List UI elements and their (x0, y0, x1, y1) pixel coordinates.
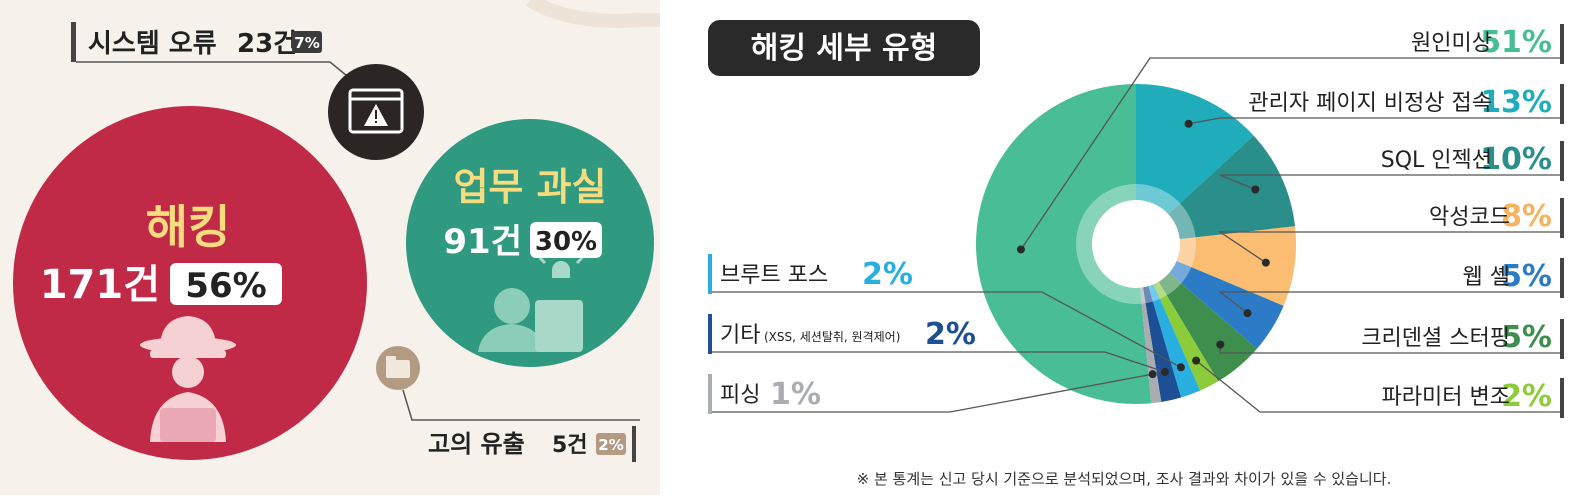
leak-pct-badge (596, 433, 626, 455)
pie-leader-dot-브루트-포스 (1176, 363, 1185, 372)
pie-leader-line-파라미터-변조 (1195, 360, 1564, 413)
system-error-pct: 7% (294, 34, 319, 52)
hacking-pct-badge (170, 263, 282, 305)
pie-category-label: 원인미상 (1411, 31, 1492, 56)
incident-cause-graphic: 해킹 171건 56% 업무 과실 91건 30% 시스템 오류 23건 7% (13, 0, 660, 462)
pie-leader-line-관리자-페이지-비정상-접속 (1188, 117, 1564, 125)
pie-slice-크리덴셜-스터핑 (1136, 244, 1257, 382)
hacking-type-panel: 해킹 세부 유형 51% 원인미상 13% 관리자 페이지 비정상 접속 10% SQL … (660, 0, 1586, 495)
pie-category-label: SQL 인젝션 (1381, 148, 1492, 173)
pie-pct-label: 2% (1501, 379, 1552, 414)
pie-leader-dot-기타 (1160, 367, 1169, 376)
chart-title-badge (708, 20, 980, 76)
pie-label-bar (1560, 378, 1564, 418)
pie-leader-dot-파라미터-변조 (1192, 356, 1201, 365)
system-error-pct-badge (292, 31, 322, 53)
worker-alarm-icon (478, 252, 584, 352)
pie-leader-line-SQL-인젝션 (1219, 174, 1564, 191)
pie-pct-label: 8% (1501, 199, 1552, 234)
hacking-label: 해킹 (146, 200, 231, 254)
system-error-bar (71, 22, 76, 62)
pie-leader-line-기타 (708, 351, 1166, 373)
chart-title: 해킹 세부 유형 (751, 31, 938, 66)
pie-label-bar (1560, 24, 1564, 64)
pie-leader-dot-SQL-인젝션 (1251, 185, 1260, 194)
folder-leak-icon (376, 346, 420, 390)
pie-category-label: 악성코드 (1429, 205, 1510, 230)
pie-category-label: 웹 셸 (1463, 265, 1510, 290)
pie-slice-SQL-인젝션 (1136, 135, 1296, 244)
pie-label-bar (1560, 319, 1564, 359)
negligence-count: 91건 (443, 222, 522, 262)
pie-pct-label: 5% (1501, 320, 1552, 355)
pie-category-label: 피싱 (720, 383, 760, 408)
pie-leader-line-브루트-포스 (708, 291, 1182, 368)
pie-category-label: 관리자 페이지 비정상 접속 (1248, 91, 1492, 116)
hacking-pct: 56% (185, 266, 266, 306)
pie-leader-dot-웹-셸 (1243, 309, 1252, 318)
pie-label-bar (708, 374, 712, 414)
hacking-type-pie-chart: 해킹 세부 유형 51%원인미상 13%관리자 페이지 비정상 접속 10%SQL … (708, 20, 1564, 488)
negligence-label: 업무 과실 (453, 165, 606, 209)
hacking-count: 171건 (40, 262, 160, 308)
pie-leader-line-웹-셸 (1218, 291, 1564, 314)
pie-center-hole (1092, 200, 1180, 288)
pie-leader-line-악성코드 (1217, 231, 1564, 264)
pie-label-bar (708, 314, 712, 354)
hacker-icon (140, 316, 236, 442)
negligence-pct: 30% (535, 227, 597, 257)
pie-leader-line-피싱 (708, 373, 1153, 413)
system-error-label: 시스템 오류 (88, 29, 217, 59)
pie-category-label: 파라미터 변조 (1382, 385, 1510, 410)
pie-pct-label: 5% (1501, 259, 1552, 294)
pie-leader-dot-크리덴셜-스터핑 (1216, 340, 1225, 349)
pie-category-label: 기타 (720, 323, 760, 348)
pie-slice-원인미상 (976, 84, 1152, 404)
pie-leader-dot-원인미상 (1016, 245, 1025, 254)
pie-label-bar (708, 254, 712, 294)
pie-pct-label: 13% (1480, 85, 1552, 120)
pie-leader-line-원인미상 (1020, 57, 1564, 250)
system-error-leader (76, 61, 353, 81)
footnote: ※ 본 통계는 신고 당시 기준으로 분석되었으며, 조사 결과와 차이가 있을… (857, 470, 1392, 488)
leak-leader (402, 389, 640, 421)
pie-category-sublabel: (XSS, 세션탈취, 원격제어) (764, 330, 900, 344)
pie-leader-dot-피싱 (1148, 370, 1157, 379)
pie-pct-label: 10% (1480, 142, 1552, 177)
system-error-count: 23건 (237, 29, 297, 59)
pie-slices (976, 84, 1296, 404)
leak-pct: 2% (598, 436, 623, 454)
pie-pct-label: 51% (1480, 25, 1552, 60)
negligence-pct-badge (530, 222, 602, 258)
pie-label-bar (1560, 84, 1564, 124)
decorative-stroke (526, 0, 660, 28)
leak-count: 5건 (552, 433, 588, 458)
pie-category-label: 브루트 포스 (720, 263, 828, 288)
pie-label-bar (1560, 198, 1564, 238)
pie-leader-dot-관리자-페이지-비정상-접속 (1184, 119, 1193, 128)
leak-label: 고의 유출 (428, 430, 525, 458)
pie-pct-label: 1% (770, 377, 821, 412)
pie-category-label: 크리덴셜 스터핑 (1361, 326, 1510, 351)
leak-bar (632, 426, 636, 462)
pie-label-bar (1560, 141, 1564, 181)
pie-labels: 51%원인미상 13%관리자 페이지 비정상 접속 10%SQL 인젝션 8%악성코드… (708, 24, 1564, 418)
incident-cause-panel: 해킹 171건 56% 업무 과실 91건 30% 시스템 오류 23건 7% (0, 0, 660, 495)
pie-label-bar (1560, 258, 1564, 298)
window-warning-icon (328, 64, 424, 160)
pie-pct-label: 2% (862, 257, 913, 292)
pie-slice-관리자-페이지-비정상-접속 (1136, 84, 1254, 244)
pie-slice-웹-셸 (1136, 244, 1284, 349)
pie-pct-label: 2% (925, 317, 976, 352)
pie-leader-dot-악성코드 (1261, 258, 1270, 267)
